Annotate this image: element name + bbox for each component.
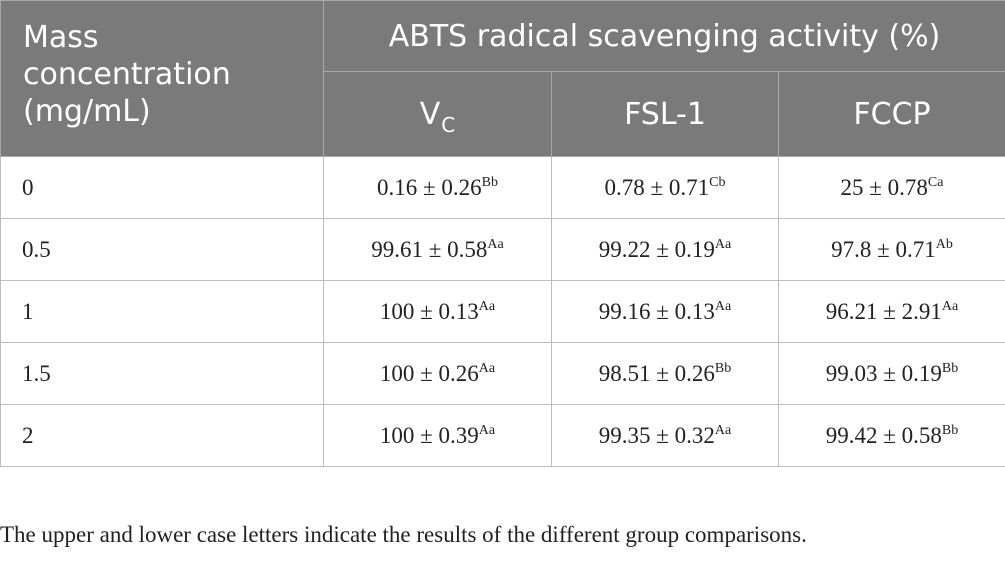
abts-results-table: Mass concentration (mg/mL) ABTS radical …	[0, 0, 1005, 467]
column-header-fccp: FCCP	[777, 71, 1005, 157]
row-label-header: Mass concentration (mg/mL)	[0, 0, 324, 157]
significance-letters: Aa	[714, 236, 732, 252]
significance-letters: Aa	[714, 422, 732, 438]
value-text: 97.8 ± 0.71	[831, 236, 936, 262]
table-header: Mass concentration (mg/mL) ABTS radical …	[0, 0, 1005, 157]
value-text: 0.16 ± 0.26	[377, 174, 482, 200]
significance-letters: Ca	[927, 174, 944, 190]
significance-letters: Aa	[478, 360, 496, 376]
value-text: 100 ± 0.39	[379, 422, 479, 448]
row-label-cell: 0	[0, 156, 324, 219]
value-text: 99.16 ± 0.13	[598, 298, 715, 324]
significance-letters: Aa	[714, 298, 732, 314]
row-label-cell: 1.5	[0, 342, 324, 405]
row-label-line: (mg/mL)	[23, 94, 151, 129]
column-header-main: V	[419, 96, 441, 132]
table-row: 2 100 ± 0.39Aa 99.35 ± 0.32Aa 99.42 ± 0.…	[0, 404, 1005, 467]
value-cell: 98.51 ± 0.26Bb	[551, 342, 779, 405]
value-cell: 100 ± 0.39Aa	[323, 404, 552, 467]
row-label-line: concentration	[23, 57, 231, 92]
significance-letters: Aa	[941, 298, 959, 314]
value-text: 96.21 ± 2.91	[825, 298, 942, 324]
value-text: 98.51 ± 0.26	[598, 360, 715, 386]
row-label-cell: 2	[0, 404, 324, 467]
value-cell: 0.78 ± 0.71Cb	[551, 156, 779, 219]
significance-letters: Cb	[709, 174, 726, 190]
value-cell: 99.16 ± 0.13Aa	[551, 280, 779, 343]
value-text: 99.42 ± 0.58	[825, 422, 942, 448]
significance-letters: Ab	[935, 236, 953, 252]
table-row: 1 100 ± 0.13Aa 99.16 ± 0.13Aa 96.21 ± 2.…	[0, 280, 1005, 343]
row-label-cell: 1	[0, 280, 324, 343]
significance-letters: Aa	[478, 298, 496, 314]
column-header-main: FCCP	[853, 96, 931, 132]
header-row-columns: VC FSL-1 FCCP	[1, 71, 1005, 157]
significance-letters: Bb	[714, 360, 732, 376]
header-row-group: Mass concentration (mg/mL) ABTS radical …	[0, 0, 1005, 157]
value-text: 100 ± 0.26	[379, 360, 479, 386]
value-text: 99.03 ± 0.19	[825, 360, 942, 386]
value-cell: 99.03 ± 0.19Bb	[777, 342, 1005, 405]
value-text: 25 ± 0.78	[840, 174, 928, 200]
table-body: 0 0.16 ± 0.26Bb 0.78 ± 0.71Cb 25 ± 0.78C…	[0, 156, 1005, 467]
value-cell: 99.42 ± 0.58Bb	[777, 404, 1005, 467]
value-text: 99.61 ± 0.58	[371, 236, 488, 262]
significance-letters: Aa	[478, 422, 496, 438]
value-cell: 99.35 ± 0.32Aa	[551, 404, 779, 467]
table-row: 0 0.16 ± 0.26Bb 0.78 ± 0.71Cb 25 ± 0.78C…	[0, 156, 1005, 219]
value-cell: 0.16 ± 0.26Bb	[323, 156, 552, 219]
value-cell: 99.22 ± 0.19Aa	[551, 218, 779, 281]
value-cell: 100 ± 0.26Aa	[323, 342, 552, 405]
value-cell: 100 ± 0.13Aa	[323, 280, 552, 343]
column-header-fsl1: FSL-1	[551, 71, 779, 157]
column-header-subscript: C	[441, 112, 456, 137]
value-cell: 25 ± 0.78Ca	[777, 156, 1005, 219]
value-cell: 99.61 ± 0.58Aa	[323, 218, 552, 281]
significance-letters: Bb	[481, 174, 498, 190]
value-text: 99.22 ± 0.19	[598, 236, 715, 262]
table-footnote: The upper and lower case letters indicat…	[0, 522, 807, 547]
value-cell: 96.21 ± 2.91Aa	[777, 280, 1005, 343]
value-text: 99.35 ± 0.32	[598, 422, 715, 448]
significance-letters: Bb	[941, 360, 959, 376]
row-label-line: Mass	[23, 20, 99, 55]
significance-letters: Bb	[941, 422, 959, 438]
table-row: 1.5 100 ± 0.26Aa 98.51 ± 0.26Bb 99.03 ± …	[0, 342, 1005, 405]
value-cell: 97.8 ± 0.71Ab	[777, 218, 1005, 281]
value-text: 100 ± 0.13	[379, 298, 479, 324]
table-row: 0.5 99.61 ± 0.58Aa 99.22 ± 0.19Aa 97.8 ±…	[0, 218, 1005, 281]
row-label-cell: 0.5	[0, 218, 324, 281]
significance-letters: Aa	[487, 236, 504, 252]
value-text: 0.78 ± 0.71	[604, 174, 710, 200]
group-title-header: ABTS radical scavenging activity (%)	[322, 0, 1005, 72]
column-header-vc: VC	[323, 71, 552, 157]
column-header-main: FSL-1	[624, 96, 706, 132]
